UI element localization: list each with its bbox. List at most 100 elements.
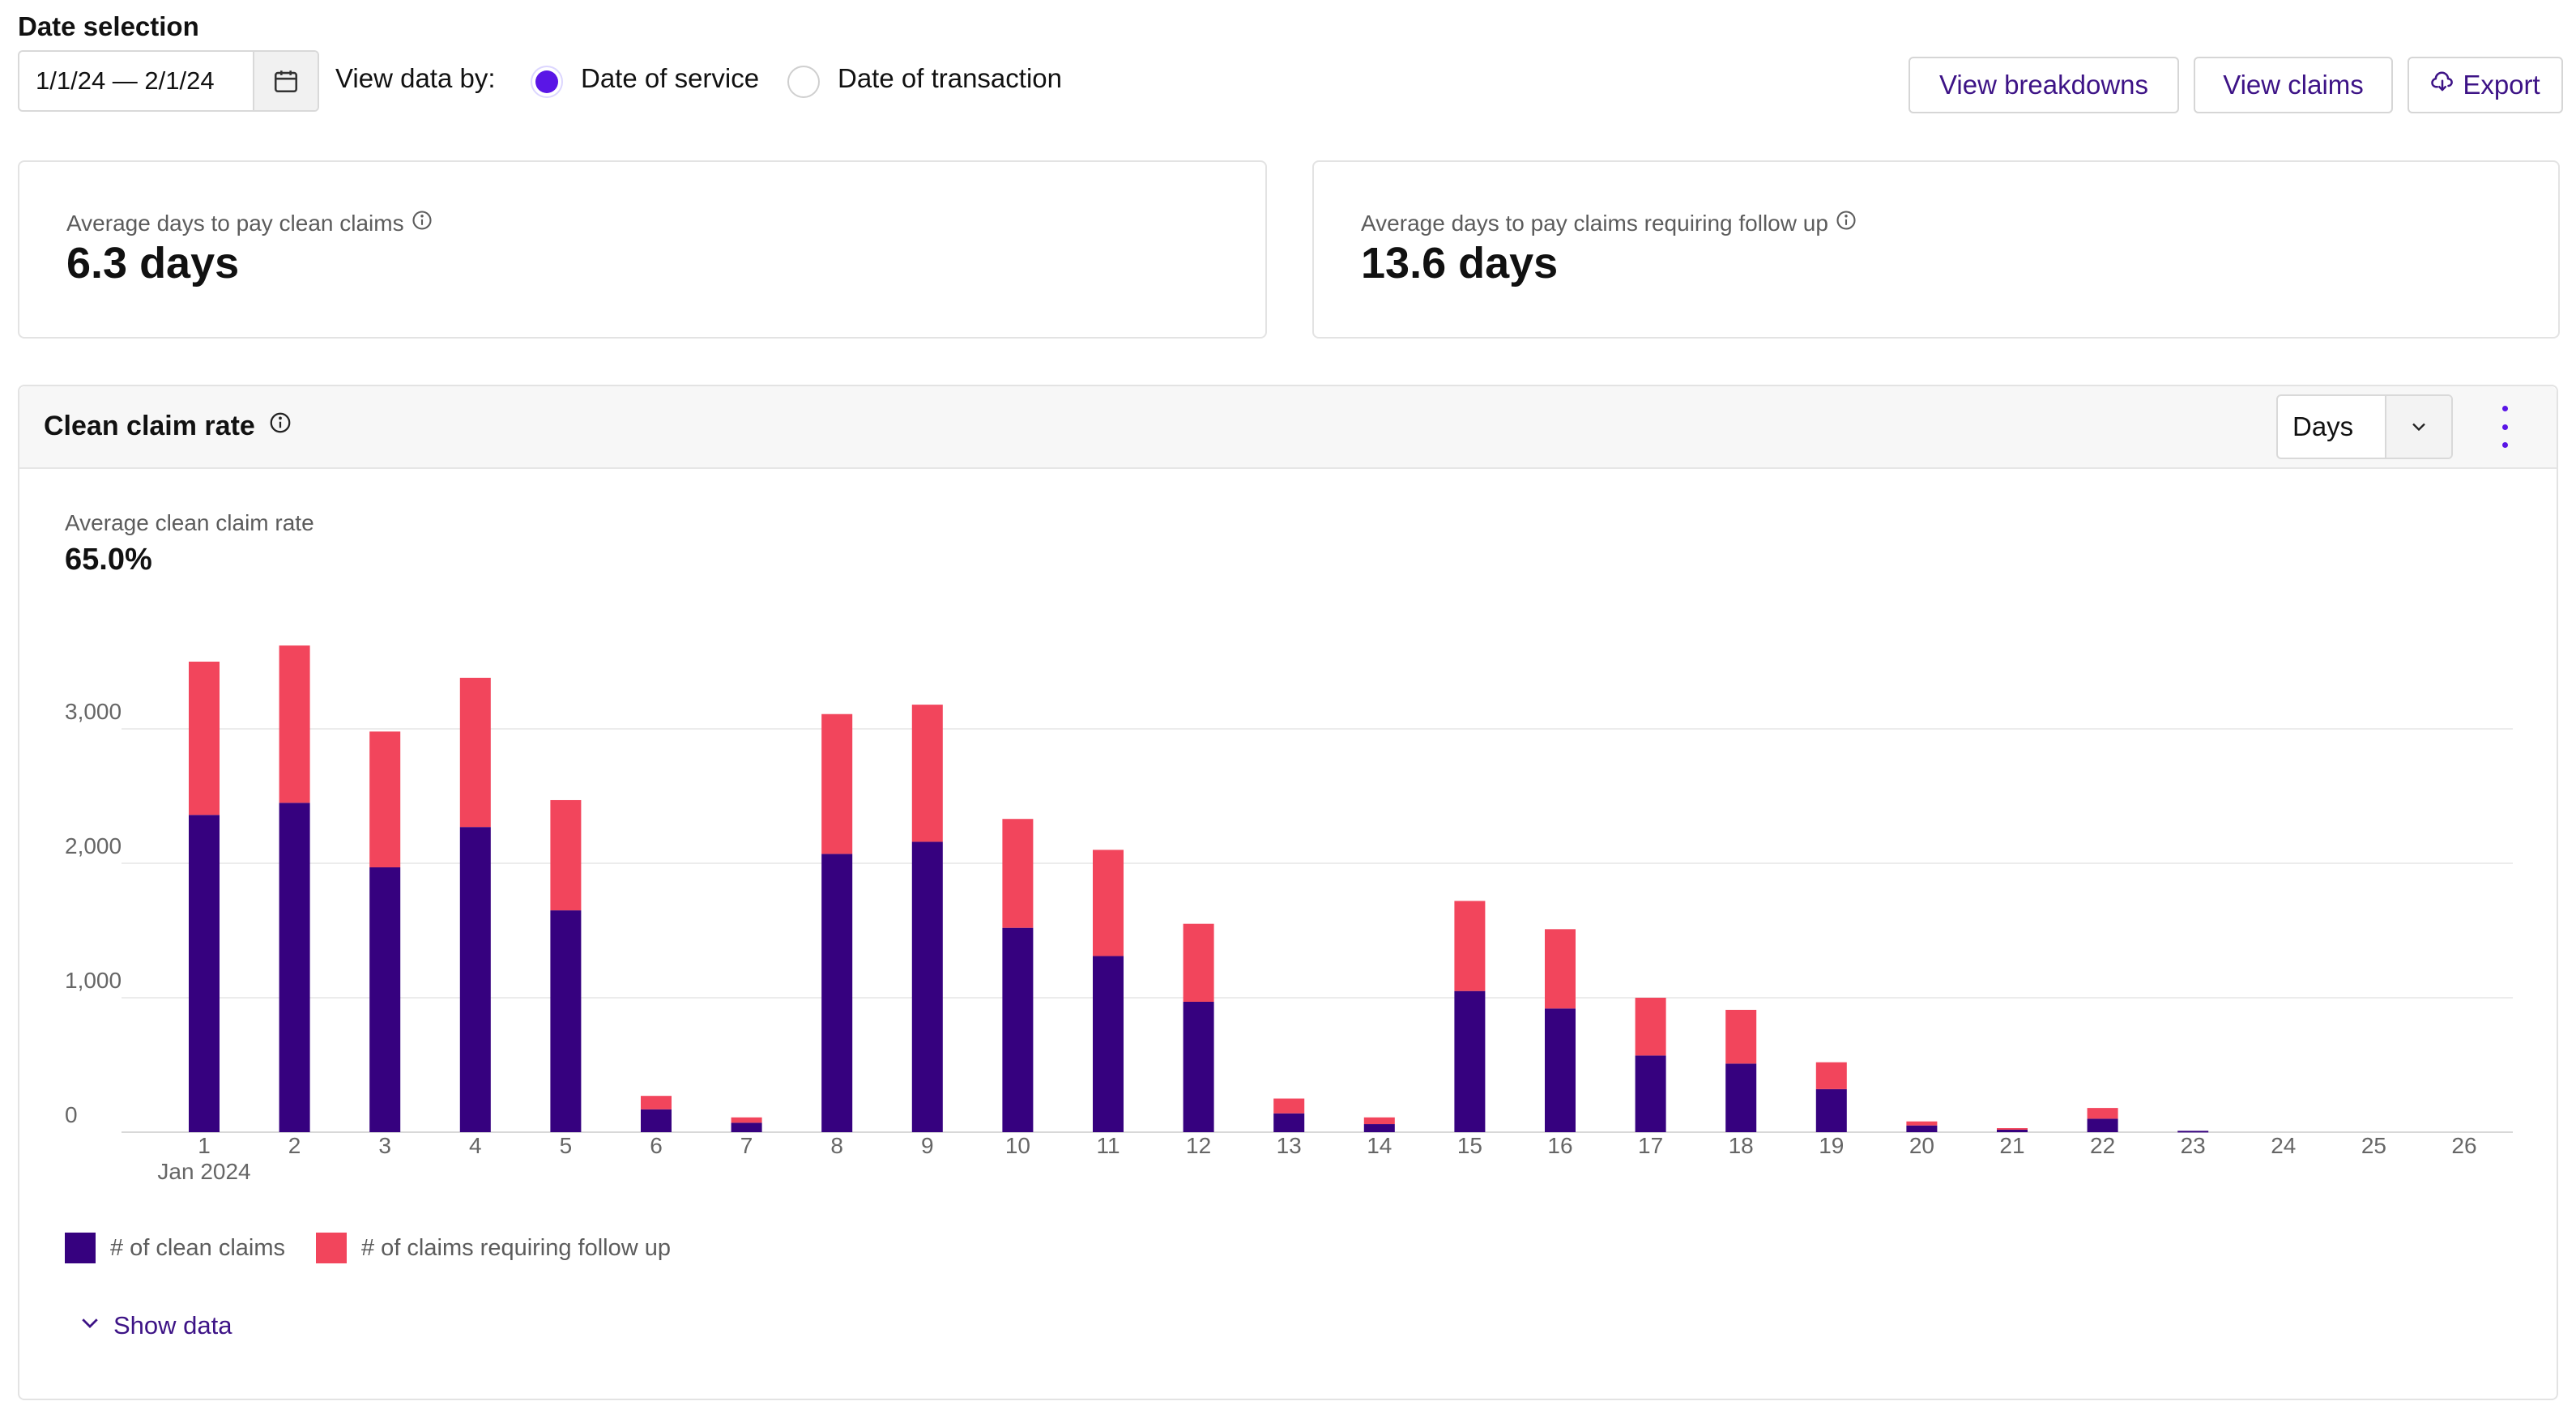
chevron-down-icon: [78, 1310, 102, 1341]
y-tick-label: 0: [65, 1102, 78, 1127]
bar-segment[interactable]: [1815, 1088, 1847, 1132]
bar-segment[interactable]: [550, 799, 582, 911]
view-breakdowns-label: View breakdowns: [1938, 70, 2149, 100]
bar-segment[interactable]: [1454, 901, 1486, 991]
x-tick-label: 14: [1367, 1133, 1392, 1158]
export-label: Export: [2463, 70, 2540, 100]
date-range-picker[interactable]: 1/1/24 — 2/1/24: [18, 50, 319, 112]
y-tick-label: 3,000: [65, 699, 122, 724]
bar-segment[interactable]: [1906, 1125, 1938, 1132]
bar-segment[interactable]: [2087, 1108, 2118, 1119]
x-tick-label: 1: [198, 1133, 211, 1158]
x-tick-label: 13: [1277, 1133, 1302, 1158]
bar-segment[interactable]: [1002, 927, 1034, 1132]
panel-title-text: Clean claim rate: [44, 411, 255, 441]
kpi-label-clean-text: Average days to pay clean claims: [66, 210, 404, 236]
bar-segment[interactable]: [1545, 1008, 1576, 1132]
bar-segment[interactable]: [731, 1122, 762, 1132]
bar-segment[interactable]: [1454, 990, 1486, 1132]
x-tick-label: 16: [1547, 1133, 1572, 1158]
bar-segment[interactable]: [1363, 1117, 1395, 1125]
kpi-card-clean-claims: Average days to pay clean claims 6.3 day…: [18, 160, 1267, 339]
bar-segment[interactable]: [1635, 1055, 1666, 1132]
bar-segment[interactable]: [550, 910, 582, 1132]
calendar-icon[interactable]: [253, 52, 318, 110]
bar-segment[interactable]: [1002, 819, 1034, 928]
bar-segment[interactable]: [1273, 1098, 1305, 1114]
radio-label-date-of-service[interactable]: Date of service: [581, 63, 760, 93]
info-icon[interactable]: [411, 209, 433, 237]
x-tick-label: 15: [1457, 1133, 1482, 1158]
bar-segment[interactable]: [821, 713, 853, 854]
bar-segment[interactable]: [641, 1109, 672, 1132]
show-data-label: Show data: [113, 1311, 232, 1339]
granularity-value[interactable]: Days: [2292, 411, 2354, 441]
bar-segment[interactable]: [1997, 1129, 2028, 1132]
bar-segment[interactable]: [369, 867, 401, 1132]
bar-segment[interactable]: [1906, 1121, 1938, 1126]
bar-segment[interactable]: [1093, 956, 1124, 1132]
bar-segment[interactable]: [459, 827, 491, 1132]
bar-segment[interactable]: [2177, 1131, 2209, 1133]
bar-segment[interactable]: [821, 854, 853, 1132]
x-tick-label: 3: [378, 1133, 391, 1158]
x-tick-label: 11: [1096, 1133, 1120, 1158]
more-options-icon[interactable]: [2497, 406, 2513, 448]
x-tick-label: 23: [2181, 1133, 2206, 1158]
legend: # of clean claims # of claims requiring …: [65, 1233, 671, 1263]
avg-clean-claim-rate-value: 65.0%: [65, 543, 152, 577]
x-tick-label: 6: [650, 1133, 663, 1158]
x-tick-label: 5: [560, 1133, 573, 1158]
bar-segment[interactable]: [2087, 1118, 2118, 1132]
bar-segment[interactable]: [1997, 1128, 2028, 1131]
bar-segment[interactable]: [1183, 923, 1214, 1002]
x-tick-label: 19: [1819, 1133, 1844, 1158]
cloud-download-icon: [2430, 70, 2454, 100]
bar-segment[interactable]: [731, 1117, 762, 1123]
radio-label-date-of-transaction[interactable]: Date of transaction: [838, 63, 1062, 93]
bar-segment[interactable]: [279, 645, 310, 803]
legend-label-clean: # of clean claims: [110, 1234, 285, 1261]
radio-date-of-service[interactable]: [531, 66, 563, 98]
radio-date-of-transaction[interactable]: [787, 66, 820, 98]
kpi-label-clean: Average days to pay clean claims: [66, 209, 433, 237]
bar-segment[interactable]: [1093, 850, 1124, 956]
bar-segment[interactable]: [1363, 1124, 1395, 1132]
kpi-label-follow-up-text: Average days to pay claims requiring fol…: [1361, 210, 1828, 236]
bar-segment[interactable]: [1725, 1009, 1757, 1064]
x-tick-label: 12: [1186, 1133, 1211, 1158]
date-range-value[interactable]: 1/1/24 — 2/1/24: [36, 66, 215, 95]
export-button[interactable]: Export: [2408, 57, 2563, 113]
bar-segment[interactable]: [189, 662, 220, 816]
date-selection-label: Date selection: [18, 11, 199, 41]
bar-segment[interactable]: [1273, 1113, 1305, 1132]
x-tick-label: 8: [830, 1133, 843, 1158]
bar-segment[interactable]: [1545, 929, 1576, 1009]
bar-segment[interactable]: [459, 677, 491, 828]
bar-segment[interactable]: [641, 1096, 672, 1109]
bar-segment[interactable]: [1635, 998, 1666, 1056]
show-data-toggle[interactable]: Show data: [78, 1310, 232, 1341]
info-icon[interactable]: [268, 411, 292, 442]
x-tick-label: 4: [469, 1133, 482, 1158]
x-tick-label: 7: [740, 1133, 753, 1158]
bar-segment[interactable]: [911, 841, 943, 1132]
bar-segment[interactable]: [189, 815, 220, 1132]
bar-segment[interactable]: [1183, 1001, 1214, 1132]
view-claims-button[interactable]: View claims: [2194, 57, 2393, 113]
x-tick-label: 20: [1909, 1133, 1934, 1158]
view-data-by-label: View data by:: [335, 63, 496, 93]
panel-header: Clean claim rate Days: [19, 386, 2557, 469]
y-tick-label: 2,000: [65, 833, 122, 858]
view-breakdowns-button[interactable]: View breakdowns: [1909, 57, 2179, 113]
bar-segment[interactable]: [369, 731, 401, 867]
bar-segment[interactable]: [911, 705, 943, 842]
info-icon[interactable]: [1835, 209, 1857, 237]
bar-segment[interactable]: [279, 803, 310, 1132]
kpi-value-clean: 6.3 days: [66, 239, 240, 287]
chevron-down-icon[interactable]: [2385, 396, 2451, 458]
granularity-select[interactable]: Days: [2276, 394, 2453, 459]
bar-segment[interactable]: [1725, 1063, 1757, 1132]
bar-segment[interactable]: [1815, 1062, 1847, 1089]
